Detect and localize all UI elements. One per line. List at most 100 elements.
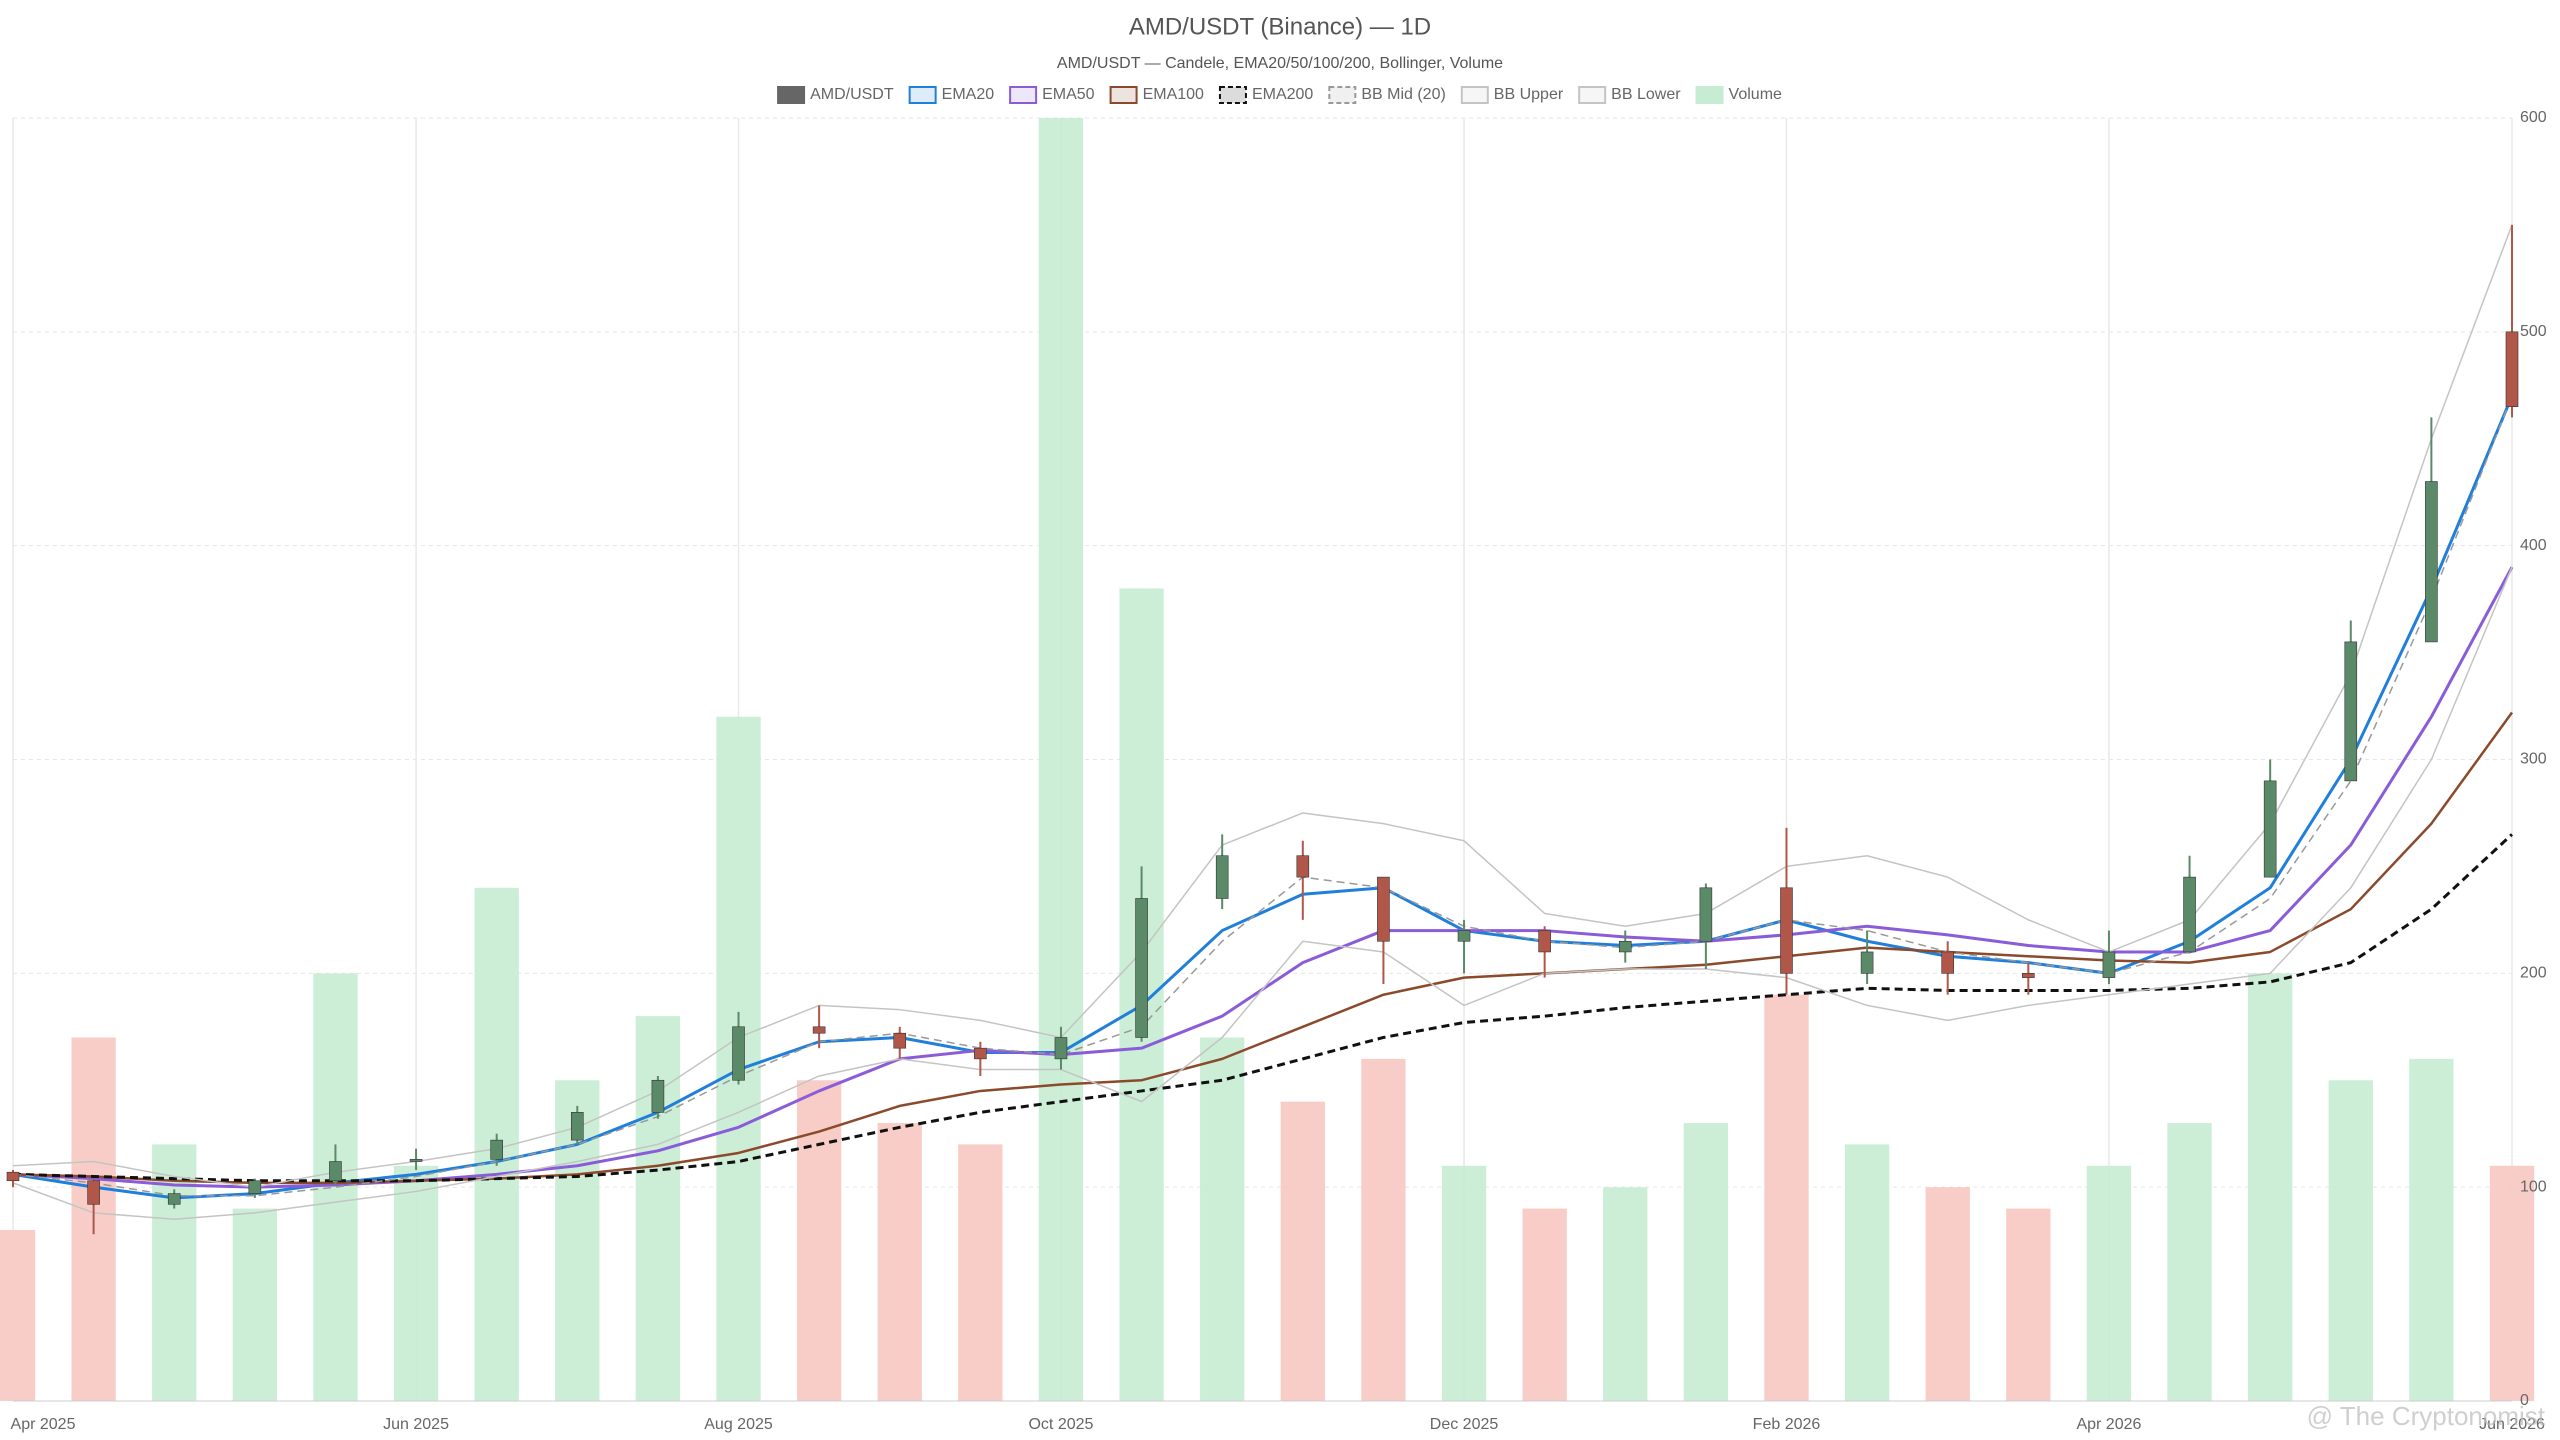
candle-body [2183, 876, 2196, 953]
x-tick-label: Jun 2025 [383, 1416, 449, 1433]
candle-body [1780, 887, 1793, 974]
legend-label[interactable]: EMA20 [942, 86, 995, 103]
legend-label[interactable]: Volume [1729, 86, 1782, 103]
volume-bar [2247, 973, 2293, 1401]
chart-subtitle: AMD/USDT — Candele, EMA20/50/100/200, Bo… [1057, 55, 1503, 72]
legend-swatch[interactable] [908, 86, 937, 104]
candle-body [1296, 855, 1310, 878]
candle-body [1538, 930, 1551, 953]
legend-swatch[interactable] [1109, 86, 1138, 104]
line-2 [12, 711, 2514, 1185]
lines-layer [12, 224, 2514, 1220]
legend-label[interactable]: EMA50 [1042, 86, 1095, 103]
candle-body [6, 1171, 20, 1182]
legend-label[interactable]: EMA100 [1143, 86, 1204, 103]
volume-bar [313, 973, 358, 1401]
candle-body [2102, 951, 2116, 978]
candle-body [1135, 898, 1148, 1038]
volume-bar [1925, 1187, 1970, 1401]
line-6 [12, 566, 2513, 1220]
legend-label[interactable]: BB Mid (20) [1361, 86, 1445, 103]
volume-bar [0, 1229, 36, 1401]
x-tick-label: Jun 2026 [2479, 1416, 2545, 1433]
y-tick-label: 400 [2520, 537, 2547, 554]
legend-label[interactable]: BB Upper [1494, 86, 1564, 103]
volume-bar [1764, 994, 1809, 1401]
candle-body [651, 1079, 665, 1113]
line-3 [12, 833, 2514, 1183]
candle-body [1215, 855, 1229, 899]
y-tick-label: 500 [2520, 323, 2547, 340]
candle-body [1457, 930, 1471, 942]
candle-body [1618, 940, 1632, 953]
volume-bar [877, 1123, 922, 1401]
legend-label[interactable]: BB Lower [1611, 86, 1681, 103]
legend-swatch[interactable] [1578, 86, 1607, 104]
volume-bar [2328, 1080, 2373, 1401]
legend-label[interactable]: AMD/USDT [810, 86, 894, 103]
volume-bar [1441, 1165, 1487, 1401]
volume-bar [635, 1016, 681, 1401]
legend-swatch[interactable] [777, 86, 806, 104]
legend-swatch[interactable] [1460, 86, 1489, 104]
line-1 [12, 566, 2514, 1189]
candle-body [167, 1193, 181, 1205]
candle-body [409, 1159, 423, 1162]
y-tick-label: 100 [2520, 1178, 2547, 1195]
candle-body [732, 1026, 745, 1081]
candle-body [2505, 331, 2519, 407]
volume-bar [2489, 1165, 2535, 1401]
volume-bar [1683, 1123, 1729, 1401]
x-tick-label: Apr 2026 [2076, 1416, 2141, 1433]
y-tick-label: 0 [2520, 1392, 2529, 1409]
legend-swatch[interactable] [1695, 86, 1724, 104]
x-tick-label: Apr 2025 [11, 1416, 76, 1433]
candle-body [248, 1180, 262, 1194]
volume-bar [1603, 1187, 1648, 1401]
volume-bar [958, 1144, 1003, 1401]
volume-bar [152, 1144, 197, 1401]
candle-body [1377, 876, 1390, 942]
volume-bar [2086, 1165, 2132, 1401]
line-4 [12, 395, 2513, 1197]
candle-body [1941, 951, 1955, 974]
volume-bar [1522, 1208, 1567, 1401]
candle-body [893, 1032, 907, 1049]
volume-bar [393, 1165, 439, 1401]
legend: AMD/USDT EMA20 EMA50 EMA100 EMA200 BB Mid (20… [777, 86, 1782, 104]
x-tick-label: Feb 2026 [1753, 1416, 1821, 1433]
y-tick-label: 300 [2520, 751, 2547, 768]
x-tick-label: Dec 2025 [1430, 1416, 1499, 1433]
x-tick-label: Aug 2025 [704, 1416, 773, 1433]
legend-label[interactable]: EMA200 [1252, 86, 1313, 103]
chart-title: AMD/USDT (Binance) — 1D [1129, 13, 1431, 40]
volume-bar [1200, 1037, 1245, 1401]
volume-bar [1038, 118, 1084, 1401]
volume-bar [1844, 1144, 1890, 1401]
volume-bar [2167, 1123, 2212, 1401]
candle-body [2344, 641, 2358, 782]
candle-body [1860, 951, 1874, 974]
legend-swatch[interactable] [1009, 86, 1038, 104]
legend-swatch[interactable] [1328, 86, 1357, 104]
candle-body [1054, 1037, 1068, 1060]
candle-body [329, 1161, 342, 1182]
candle-body [974, 1047, 987, 1060]
y-tick-label: 200 [2520, 965, 2547, 982]
line-5 [12, 224, 2513, 1188]
candle-body [1699, 887, 1713, 942]
volume-bar [2409, 1058, 2454, 1401]
candle-body [2263, 780, 2277, 878]
candle-body [490, 1139, 503, 1160]
volume-bar [2006, 1208, 2051, 1401]
volume-bar [1280, 1101, 1325, 1401]
candle-body [2022, 973, 2035, 978]
legend-swatch[interactable] [1218, 86, 1247, 104]
watermark: @ The Cryptonomist [2307, 1401, 2546, 1431]
volume-bar [796, 1080, 842, 1401]
volume-bar [1361, 1058, 1406, 1401]
candle-body [812, 1026, 826, 1034]
volume-bar [232, 1208, 278, 1401]
candles-layer [6, 224, 2519, 1235]
